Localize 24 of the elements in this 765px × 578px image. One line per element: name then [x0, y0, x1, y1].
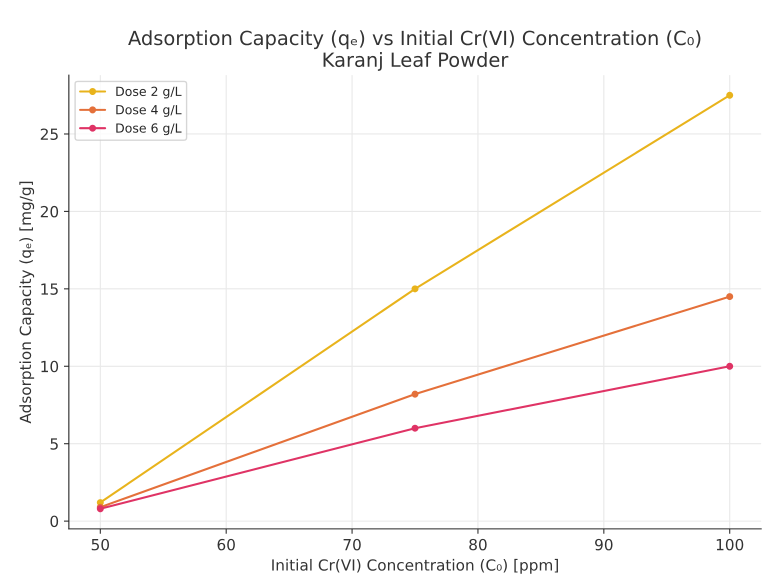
legend-label: Dose 6 g/L: [116, 123, 182, 136]
y-tick-label: 0: [50, 516, 58, 528]
point: [412, 285, 418, 292]
x-tick-label: 50: [92, 538, 110, 550]
point: [726, 293, 734, 300]
chart-title: Adsorption Capacity (qₑ) vs Initial Cr(VI) Concentration (C₀) Karanj Leaf Powder: [128, 30, 700, 71]
y-tick-label: 25: [40, 128, 58, 140]
point: [726, 362, 734, 370]
y-tick-label: 5: [50, 438, 58, 450]
legend-label: Dose 2 g/L: [116, 86, 182, 98]
point: [412, 424, 418, 432]
x-tick-label: 70: [344, 538, 361, 550]
legend-label: Dose 4 g/L: [116, 105, 182, 117]
x-tick-label: 90: [595, 538, 613, 550]
x-axis-title: Initial Cr(VI) Concentration (C₀) [ppm]: [272, 558, 558, 574]
y-tick-label: 15: [41, 284, 58, 295]
point: [412, 390, 418, 398]
x-tick-label: 100: [716, 538, 744, 550]
y-tick-label: 20: [40, 206, 58, 218]
y-tick-label: 10: [41, 360, 58, 372]
x-tick-label: 80: [469, 538, 487, 550]
x-tick-label: 60: [218, 538, 235, 550]
y-axis-title: Adsorption Capacity (qₑ) [mg/g]: [19, 182, 34, 424]
point: [726, 92, 734, 99]
